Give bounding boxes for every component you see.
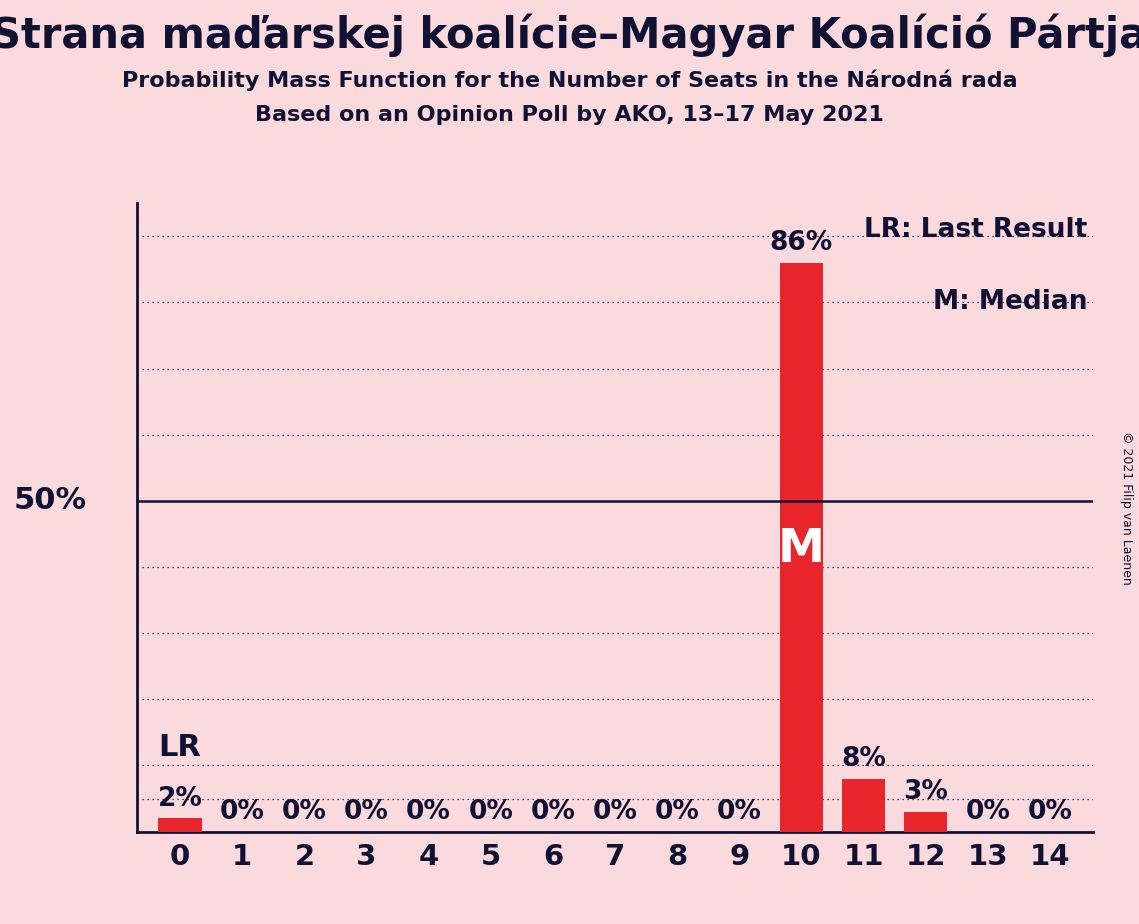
Text: 3%: 3% — [903, 779, 948, 805]
Bar — [780, 262, 823, 832]
Text: 86%: 86% — [770, 230, 833, 256]
Bar — [842, 779, 885, 832]
Text: Probability Mass Function for the Number of Seats in the Národná rada: Probability Mass Function for the Number… — [122, 69, 1017, 91]
Bar — [158, 819, 202, 832]
Text: 0%: 0% — [407, 799, 451, 825]
Text: 0%: 0% — [592, 799, 638, 825]
Text: 2%: 2% — [157, 785, 203, 812]
Text: M: M — [778, 528, 825, 572]
Text: M: Median: M: Median — [933, 289, 1088, 315]
Text: LR: LR — [158, 733, 202, 762]
Text: 50%: 50% — [14, 486, 87, 516]
Text: 0%: 0% — [531, 799, 575, 825]
Text: Strana maďarskej koalície–Magyar Koalíció Pártja: Strana maďarskej koalície–Magyar Koalíci… — [0, 14, 1139, 57]
Text: 0%: 0% — [468, 799, 514, 825]
Text: 0%: 0% — [966, 799, 1010, 825]
Text: 0%: 0% — [220, 799, 264, 825]
Text: LR: Last Result: LR: Last Result — [865, 216, 1088, 242]
Text: 0%: 0% — [1027, 799, 1073, 825]
Text: Based on an Opinion Poll by AKO, 13–17 May 2021: Based on an Opinion Poll by AKO, 13–17 M… — [255, 105, 884, 126]
Text: 0%: 0% — [344, 799, 390, 825]
Text: 0%: 0% — [282, 799, 327, 825]
Text: 0%: 0% — [716, 799, 762, 825]
Text: 0%: 0% — [655, 799, 699, 825]
Bar — [904, 812, 948, 832]
Text: © 2021 Filip van Laenen: © 2021 Filip van Laenen — [1121, 432, 1133, 585]
Text: 8%: 8% — [841, 746, 886, 772]
